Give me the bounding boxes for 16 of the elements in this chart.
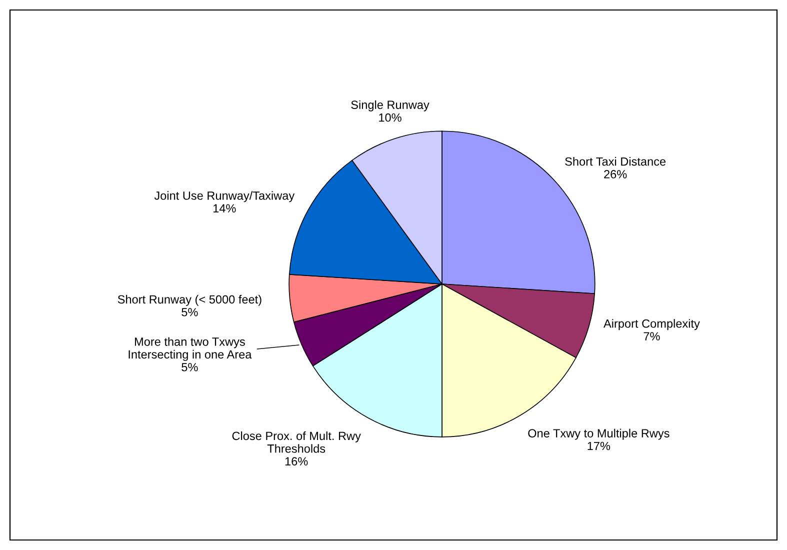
- data-label: 17%: [588, 442, 610, 450]
- slice-label: One Txwy to Multiple Rwys: [528, 428, 670, 440]
- slice-label: Short Taxi Distance: [565, 157, 666, 166]
- slice-label: More than two Txwys Intersecting in one Area: [128, 337, 252, 361]
- data-label: 14%: [213, 204, 236, 212]
- slice-label: Close Prox. of Mult. Rwy Thresholds: [232, 431, 361, 453]
- data-label: 16%: [285, 457, 308, 466]
- data-label: 26%: [604, 170, 627, 178]
- data-label: 5%: [182, 363, 198, 372]
- slice-label: Short Runway (< 5000 feet): [118, 294, 262, 306]
- data-label: 10%: [379, 113, 402, 122]
- data-label: 5%: [182, 308, 198, 316]
- slice-label: Airport Complexity: [604, 319, 700, 330]
- slice-label: Single Runway: [351, 100, 430, 112]
- slice-label: Joint Use Runway/Taxiway: [154, 191, 295, 202]
- data-label: 7%: [644, 332, 660, 340]
